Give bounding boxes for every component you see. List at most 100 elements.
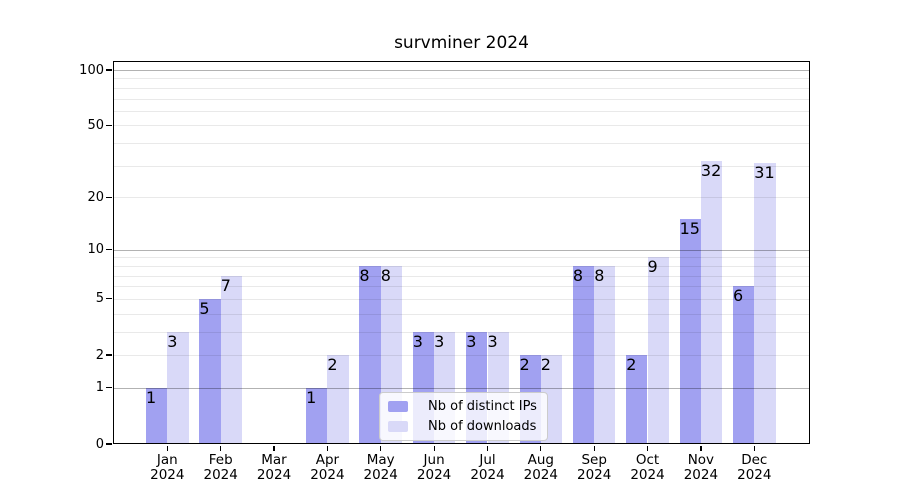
gridline-major-10	[113, 249, 810, 251]
bar-ips-nov: 15	[679, 219, 701, 444]
x-tick-year: 2024	[310, 466, 345, 483]
x-tick-label-jun: Jun 2024	[394, 453, 474, 482]
legend-item-distinct-ips: Nb of distinct IPs	[388, 398, 537, 415]
x-tick-month: Dec	[741, 452, 768, 468]
bar-ips-jan: 1	[146, 387, 168, 444]
x-tick-mark-may	[380, 445, 382, 451]
x-tick-month: Jul	[479, 452, 496, 468]
bar-ips-oct: 2	[626, 355, 648, 444]
x-tick-label-jul: Jul 2024	[448, 453, 528, 482]
y-tick-label-5: 5	[95, 291, 104, 307]
x-tick-year: 2024	[630, 466, 665, 483]
x-tick-year: 2024	[683, 466, 719, 483]
bar-ips-sep: 8	[572, 265, 595, 444]
y-tick-mark-1	[106, 387, 112, 389]
grid-layer	[113, 61, 810, 444]
gridline-minor-7	[113, 275, 810, 277]
x-tick-mark-jul	[486, 445, 489, 451]
y-tick-label-100: 100	[79, 62, 104, 78]
bar-downloads-sep: 8	[594, 265, 616, 444]
gridline-minor-80	[113, 87, 810, 89]
bar-ips-feb: 5	[199, 298, 221, 444]
x-tick-mark-oct	[646, 445, 649, 451]
y-tick-mark-0	[106, 443, 112, 445]
x-tick-year: 2024	[203, 466, 238, 483]
bar-downloads-nov: 32	[700, 160, 723, 444]
gridline-minor-50	[113, 125, 810, 127]
x-tick-month: Apr	[315, 452, 340, 468]
x-tick-year: 2024	[523, 466, 558, 483]
x-tick-mark-mar	[273, 445, 275, 451]
x-tick-label-sep: Sep 2024	[554, 453, 634, 482]
gridline-minor-30	[113, 165, 810, 167]
x-tick-label-mar: Mar 2024	[234, 453, 314, 482]
x-tick-month: Jan	[156, 452, 178, 468]
gridline-minor-5	[113, 298, 810, 300]
x-tick-year: 2024	[150, 466, 185, 483]
y-tick-mark-2	[106, 354, 112, 356]
y-tick-mark-5	[106, 298, 112, 300]
x-tick-month: Sep	[581, 452, 607, 468]
gridline-minor-20	[113, 197, 810, 199]
x-tick-month: Mar	[261, 452, 287, 468]
x-tick-mark-jan	[166, 445, 168, 451]
legend-label-distinct-ips: Nb of distinct IPs	[428, 399, 537, 414]
x-tick-label-apr: Apr 2024	[287, 453, 367, 482]
bar-ips-apr: 1	[306, 387, 328, 444]
legend-item-downloads: Nb of downloads	[388, 418, 537, 435]
gridline-minor-8	[113, 265, 810, 267]
x-tick-month: Aug	[527, 452, 554, 468]
y-tick-mark-10	[106, 249, 112, 251]
x-tick-month: Feb	[208, 452, 233, 468]
x-tick-label-dec: Dec 2024	[714, 453, 794, 482]
legend-swatch-downloads	[388, 421, 408, 432]
bar-downloads-jan: 3	[167, 331, 189, 444]
bar-ips-dec: 6	[733, 286, 755, 444]
x-tick-mark-sep	[593, 445, 595, 451]
x-tick-year: 2024	[470, 466, 505, 483]
bar-downloads-apr: 2	[327, 355, 349, 444]
bar-downloads-feb: 7	[220, 275, 242, 444]
gridline-minor-6	[113, 286, 810, 288]
gridline-major-1	[113, 387, 810, 389]
x-tick-label-aug: Aug 2024	[501, 453, 581, 482]
legend-label-downloads: Nb of downloads	[428, 419, 537, 434]
gridline-minor-4	[113, 313, 810, 315]
plot-area: 1 5 1 8 3 3 2 8 2 15 6 3 7 2 8 3 3 2 8 9 32 31 Nb of distinct…	[113, 61, 810, 444]
x-tick-month: Oct	[635, 452, 660, 468]
x-tick-year: 2024	[577, 466, 612, 483]
gridline-minor-90	[113, 78, 810, 80]
gridline-minor-60	[113, 110, 810, 112]
gridline-minor-3	[113, 331, 810, 333]
x-tick-year: 2024	[363, 466, 398, 483]
y-tick-label-1: 1	[95, 380, 104, 396]
x-tick-month: Jun	[423, 452, 445, 468]
bar-downloads-dec: 31	[754, 163, 776, 444]
x-tick-label-may: May 2024	[341, 453, 421, 482]
x-tick-label-jan: Jan 2024	[127, 453, 207, 482]
y-tick-label-10: 10	[87, 242, 104, 258]
y-tick-label-2: 2	[95, 347, 104, 363]
x-tick-year: 2024	[256, 466, 292, 483]
bar-downloads-oct: 9	[647, 257, 669, 444]
y-tick-label-0: 0	[95, 436, 104, 452]
x-tick-mark-aug	[540, 445, 542, 451]
x-tick-label-feb: Feb 2024	[181, 453, 261, 482]
bar-ips-may: 8	[359, 265, 381, 444]
x-tick-year: 2024	[416, 466, 452, 483]
x-tick-mark-feb	[220, 445, 222, 451]
y-tick-label-20: 20	[87, 189, 104, 205]
gridline-major-100	[113, 70, 810, 71]
x-tick-label-nov: Nov 2024	[661, 453, 741, 482]
x-tick-mark-dec	[753, 445, 755, 451]
x-tick-month: May	[366, 452, 395, 468]
y-tick-mark-20	[106, 196, 112, 198]
gridline-minor-40	[113, 143, 810, 145]
gridline-minor-2	[113, 355, 810, 356]
y-tick-label-50: 50	[87, 117, 104, 133]
chart-title: survminer 2024	[394, 33, 529, 53]
x-tick-label-oct: Oct 2024	[608, 453, 688, 482]
x-tick-mark-nov	[700, 445, 702, 451]
x-tick-year: 2024	[737, 466, 772, 483]
